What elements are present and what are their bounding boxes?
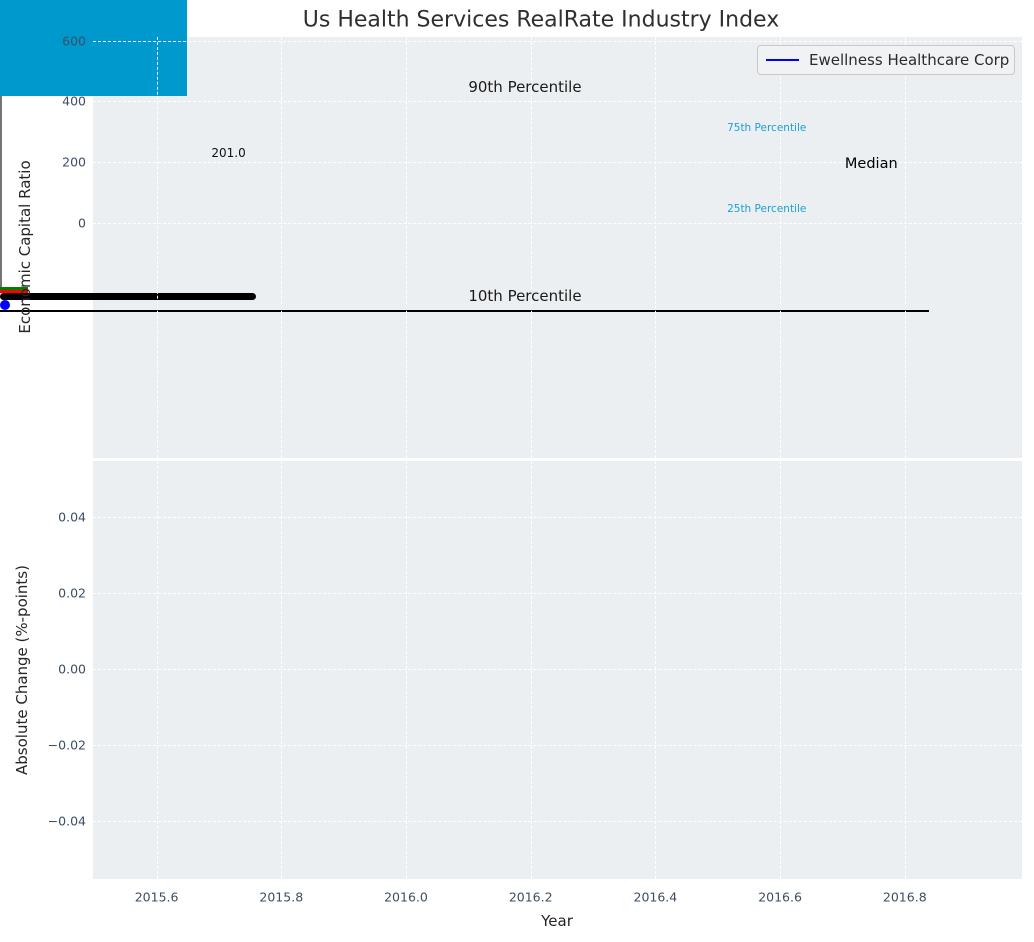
y-tick-label: 0.04: [58, 509, 86, 525]
y-tick-label: 0: [78, 215, 86, 231]
y-tick-label: 600: [62, 33, 86, 49]
bottom-axes-absolute-change: [93, 461, 1022, 879]
x-tick-label: 2016.6: [758, 889, 802, 905]
x-tick-label: 2016.4: [633, 889, 678, 905]
legend-line-icon: [766, 58, 799, 62]
x-tick-label: 2016.2: [508, 889, 553, 905]
y-tick-label: −0.02: [47, 737, 86, 753]
x-tick-label: 2015.8: [259, 889, 304, 905]
y-tick-label: −0.04: [47, 813, 86, 829]
y-axis-label-top: Economic Capital Ratio: [16, 160, 34, 334]
whisker-line: [0, 95, 2, 288]
x-tick-label: 2015.6: [134, 889, 179, 905]
y-tick-label: 0.02: [58, 585, 86, 601]
y-tick-label: 0.00: [58, 661, 86, 677]
y-tick-label: 200: [62, 154, 86, 170]
top-axes-economic-capital-ratio: [93, 37, 1022, 458]
legend: Ewellness Healthcare Corp: [757, 45, 1015, 75]
x-tick-label: 2016.8: [882, 889, 927, 905]
x-tick-label: 2016.0: [384, 889, 428, 905]
company-point: [0, 300, 10, 311]
y-tick-label: 400: [62, 93, 86, 109]
chart-title: Us Health Services RealRate Industry Ind…: [302, 7, 780, 33]
legend-label: Ewellness Healthcare Corp: [809, 51, 1010, 69]
y-axis-label-bottom: Absolute Change (%-points): [13, 565, 31, 775]
x-axis-label: Year: [541, 912, 573, 930]
